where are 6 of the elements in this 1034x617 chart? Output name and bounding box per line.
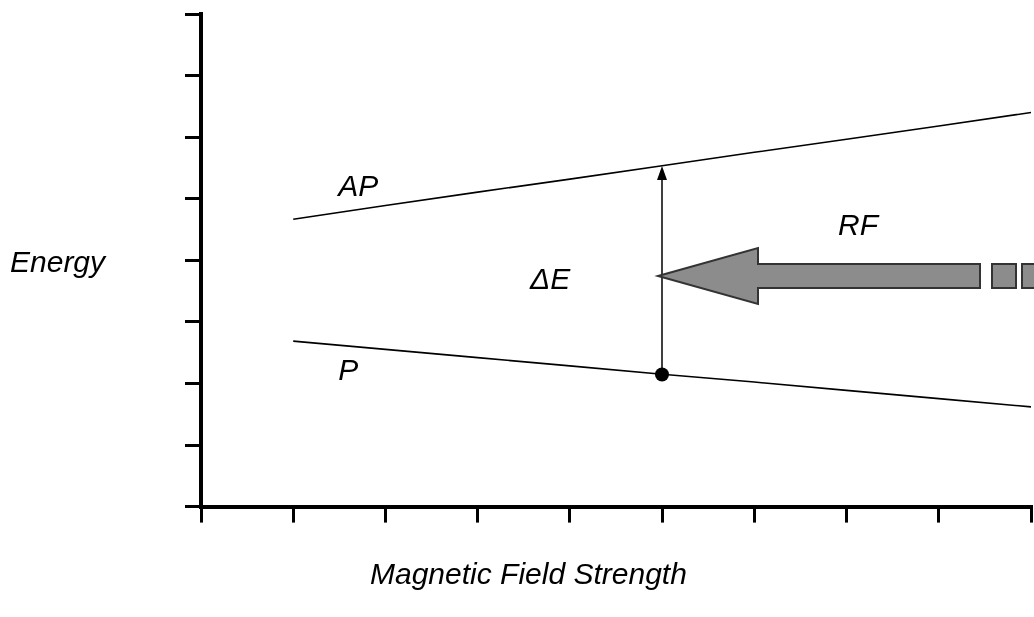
annotation: RF	[838, 208, 878, 242]
annotation: ΔE	[530, 262, 571, 296]
series-label: AP	[336, 169, 379, 203]
x-axis-title: Magnetic Field Strength	[370, 556, 687, 591]
y-axis-title: Energy	[10, 245, 106, 280]
series-label: P	[338, 353, 359, 387]
